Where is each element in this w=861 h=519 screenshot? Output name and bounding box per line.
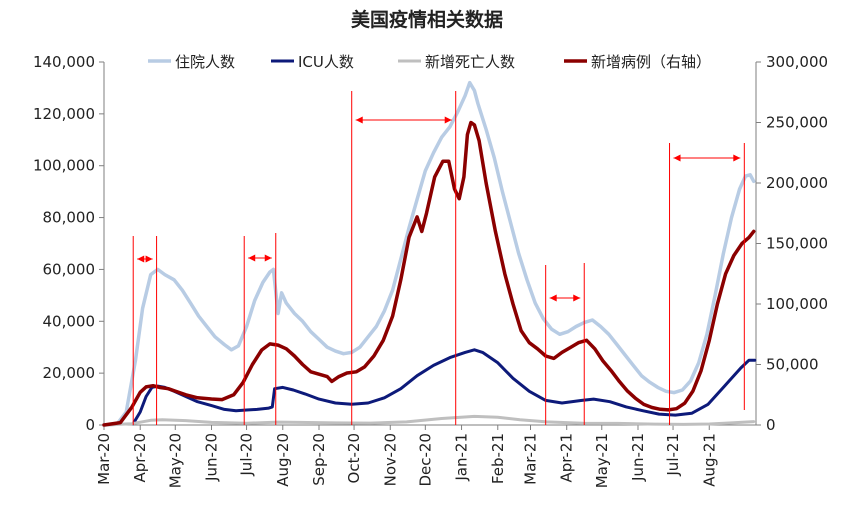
plot-area: [102, 80, 757, 427]
series-line-0: [102, 80, 756, 427]
arrow-head-left: [673, 154, 681, 162]
left-axis-tick-label: 100,000: [33, 157, 95, 175]
arrow-head-left: [355, 116, 363, 124]
x-axis-tick-label: Feb-21: [489, 433, 507, 484]
legend-label-3: 新增病例（右轴）: [591, 53, 711, 71]
x-axis-tick-label: Jul-20: [238, 433, 256, 477]
annotation-double-arrow: [673, 154, 741, 162]
x-axis-tick-label: Sep-20: [310, 433, 328, 486]
x-axis-tick-label: Jun-20: [202, 433, 220, 482]
annotation-double-arrow: [248, 254, 272, 262]
arrow-head-left: [549, 294, 557, 302]
series-line-3: [102, 120, 756, 427]
x-axis-tick-label: Apr-20: [131, 433, 149, 483]
right-axis-tick-label: 50,000: [766, 356, 819, 374]
left-axis-tick-label: 120,000: [33, 105, 95, 123]
x-axis-tick-label: Jan-21: [453, 433, 471, 482]
x-axis-tick-label: Nov-20: [381, 433, 399, 486]
x-axis-tick-label: Mar-21: [521, 433, 539, 485]
series-line-1: [131, 348, 757, 426]
annotation-double-arrow: [549, 294, 581, 302]
right-axis-tick-label: 100,000: [766, 295, 828, 313]
left-axis-tick-label: 140,000: [33, 53, 95, 71]
x-axis-tick-label: Oct-20: [345, 433, 363, 483]
x-axis-tick-label: Apr-21: [558, 433, 576, 483]
right-axis-tick-label: 300,000: [766, 53, 828, 71]
left-axis-tick-label: 40,000: [43, 312, 96, 330]
left-axis-tick-label: 0: [85, 416, 95, 434]
x-axis-tick-label: Dec-20: [416, 433, 434, 487]
arrow-head-right: [573, 294, 581, 302]
x-axis-tick-label: Aug-20: [274, 433, 292, 487]
left-axis-tick-label: 80,000: [43, 209, 96, 227]
arrow-head-right: [733, 154, 741, 162]
legend-label-2: 新增死亡人数: [425, 53, 515, 71]
right-axis-tick-label: 250,000: [766, 114, 828, 132]
arrow-head-left: [137, 255, 145, 263]
right-axis-tick-label: 150,000: [766, 235, 828, 253]
legend-label-1: ICU人数: [298, 53, 354, 71]
right-axis-tick-label: 200,000: [766, 174, 828, 192]
x-axis-tick-label: Jun-21: [629, 433, 647, 482]
axes: 0 20,000 40,000 60,000 80,000 100,000 120,000 1…: [33, 53, 828, 488]
x-axis-tick-label: Aug-21: [700, 433, 718, 487]
left-axis-tick-label: 60,000: [43, 260, 96, 278]
arrow-head-right: [145, 255, 153, 263]
arrow-head-right: [264, 254, 272, 262]
arrow-head-right: [444, 116, 452, 124]
annotation-double-arrow: [137, 255, 153, 263]
x-axis-tick-label: Mar-20: [95, 433, 113, 485]
legend-label-0: 住院人数: [175, 53, 235, 71]
x-axis-tick-label: May-21: [593, 433, 611, 488]
x-axis-tick-label: Jul-21: [664, 433, 682, 477]
x-axis-tick-label: May-20: [166, 433, 184, 488]
chart-title: 美国疫情相关数据: [351, 8, 503, 31]
series-line-2: [102, 414, 756, 427]
legend: 住院人数 ICU人数 新增死亡人数 新增病例（右轴）: [148, 53, 711, 71]
arrow-head-left: [248, 254, 256, 262]
right-axis-tick-label: 0: [766, 416, 776, 434]
annotation-double-arrow: [355, 116, 452, 124]
left-axis-tick-label: 20,000: [43, 364, 96, 382]
annotations: [132, 91, 745, 425]
